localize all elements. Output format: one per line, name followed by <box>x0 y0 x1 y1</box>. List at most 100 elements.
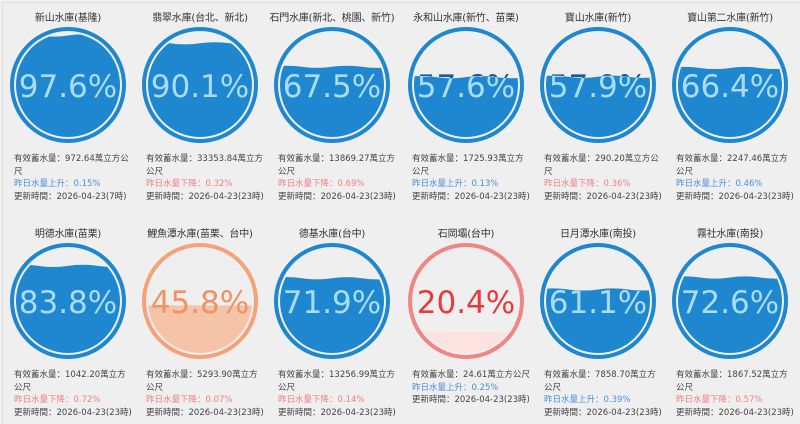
effective-capacity: 有效蓄水量：33353.84萬立方公尺 <box>146 154 264 177</box>
daily-change: 昨日水量下降：0.32% <box>146 179 233 189</box>
water-level-gauge: 71.9%71.9% <box>272 241 392 361</box>
gauge-ring <box>672 27 788 143</box>
reservoir-info: 有效蓄水量：290.20萬立方公尺昨日水量下降：0.36% 更新時間：2026-0… <box>544 153 662 203</box>
gauge-ring <box>10 27 126 143</box>
update-time: 更新時間：2026-04-23(23時) <box>412 395 530 405</box>
update-time: 更新時間：2026-04-23(23時) <box>14 407 132 418</box>
gauge-ring <box>672 243 788 359</box>
daily-change: 昨日水量下降：0.36% <box>544 179 631 189</box>
effective-capacity: 有效蓄水量：2247.46萬立方公尺 <box>676 154 788 177</box>
daily-change: 昨日水量上升：0.13% <box>412 179 499 189</box>
update-time: 更新時間：2026-04-23(23時) <box>544 191 662 202</box>
reservoir-info: 有效蓄水量：7858.70萬立方公尺昨日水量上升：0.39% 更新時間：2026-… <box>544 369 662 419</box>
percent-text-in-water: 57.6% <box>417 69 515 105</box>
update-time: 更新時間：2026-04-23(23時) <box>278 191 396 202</box>
reservoir-info: 有效蓄水量：13869.27萬立方公尺昨日水量下降：0.69% 更新時間：2026… <box>278 153 396 203</box>
gauge-ring <box>274 243 390 359</box>
gauge-ring <box>540 243 656 359</box>
effective-capacity: 有效蓄水量：13869.27萬立方公尺 <box>278 154 396 177</box>
percent-text-above: 20.4% <box>417 285 515 321</box>
water-level-gauge: 72.6%72.6% <box>670 241 790 361</box>
reservoir-name: 石岡壩(台中) <box>437 229 495 240</box>
reservoir-name: 霧社水庫(南投) <box>696 229 764 240</box>
update-time: 更新時間：2026-04-23(23時) <box>146 407 264 418</box>
effective-capacity: 有效蓄水量：13256.99萬立方公尺 <box>278 370 396 393</box>
update-time: 更新時間：2026-04-23(23時) <box>676 191 794 202</box>
percent-text-in-water: 61.1% <box>549 285 647 321</box>
percent-text-in-water: 66.4% <box>681 69 779 105</box>
daily-change: 昨日水量下降：0.57% <box>676 395 763 405</box>
gauge-ring <box>142 243 258 359</box>
water-fill <box>148 42 252 137</box>
effective-capacity: 有效蓄水量：7858.70萬立方公尺 <box>544 370 656 393</box>
gauge-ring <box>274 27 390 143</box>
water-fill <box>16 264 120 353</box>
water-level-gauge: 83.8%83.8% <box>8 241 128 361</box>
daily-change: 昨日水量下降：0.14% <box>278 395 365 405</box>
percent-text-in-water: 72.6% <box>681 285 779 321</box>
reservoir-info: 有效蓄水量：1725.93萬立方公尺昨日水量上升：0.13% 更新時間：2026-… <box>412 153 530 203</box>
water-level-gauge: 61.1%61.1% <box>538 241 658 361</box>
gauge-ring <box>540 27 656 143</box>
water-level-gauge: 90.1%90.1% <box>140 25 260 145</box>
effective-capacity: 有效蓄水量：972.64萬立方公尺 <box>14 154 129 177</box>
update-time: 更新時間：2026-04-23(7時) <box>14 191 127 202</box>
percent-text-in-water: 71.9% <box>283 285 381 321</box>
water-level-gauge: 45.8% 45.8% <box>140 241 260 361</box>
water-level-gauge: 66.4%66.4% <box>670 25 790 145</box>
percent-text-in-water: 97.6% <box>19 69 117 105</box>
reservoir-info: 有效蓄水量：13256.99萬立方公尺昨日水量下降：0.14% 更新時間：2026… <box>278 369 396 419</box>
update-time: 更新時間：2026-04-23(23時) <box>544 407 662 418</box>
reservoir-name: 寶山第二水庫(新竹) <box>687 13 773 24</box>
effective-capacity: 有效蓄水量：5293.90萬立方公尺 <box>146 370 258 393</box>
effective-capacity: 有效蓄水量：290.20萬立方公尺 <box>544 154 659 177</box>
reservoir-info: 有效蓄水量：2247.46萬立方公尺昨日水量上升：0.46% 更新時間：2026-… <box>676 153 794 203</box>
water-fill <box>280 277 384 353</box>
daily-change: 昨日水量上升：0.46% <box>676 179 763 189</box>
reservoir-name: 德基水庫(台中) <box>298 229 366 240</box>
reservoir-name: 鯉魚潭水庫(苗栗、台中) <box>147 229 253 240</box>
reservoir-name: 日月潭水庫(南投) <box>559 229 636 240</box>
effective-capacity: 有效蓄水量：24.61萬立方公尺 <box>412 370 530 380</box>
percent-text-in-water: 83.8% <box>19 285 117 321</box>
water-level-gauge: 57.6%57.6% <box>406 25 526 145</box>
water-fill <box>678 66 782 137</box>
water-level-gauge: 67.5%67.5% <box>272 25 392 145</box>
update-time: 更新時間：2026-04-23(23時) <box>146 191 264 202</box>
reservoir-info: 有效蓄水量：1867.52萬立方公尺 昨日水量下降：0.57% 更新時間：2026-… <box>676 369 794 419</box>
reservoir-info: 有效蓄水量：33353.84萬立方公尺昨日水量下降：0.32% 更新時間：2026… <box>146 153 264 203</box>
update-time: 更新時間：2026-04-23(23時) <box>278 407 396 418</box>
water-fill <box>414 331 518 353</box>
daily-change: 昨日水量下降：0.07% <box>146 395 233 405</box>
reservoir-name: 石門水庫(新北、桃園、新竹) <box>269 13 395 24</box>
update-time: 更新時間：2026-04-23(23時) <box>412 191 530 202</box>
reservoir-name: 明德水庫(苗栗) <box>34 229 102 240</box>
reservoir-name: 翡翠水庫(台北、新北) <box>152 13 248 24</box>
water-level-gauge: 20.4% 20.4% <box>406 241 526 361</box>
daily-change: 昨日水量下降：0.69% <box>278 179 365 189</box>
effective-capacity: 有效蓄水量：1725.93萬立方公尺 <box>412 154 524 177</box>
daily-change: 昨日水量下降：0.72% <box>14 395 101 405</box>
reservoir-name: 新山水庫(基隆) <box>34 13 102 24</box>
gauge-ring <box>408 27 524 143</box>
water-level-gauge: 97.6%97.6% <box>8 25 128 145</box>
water-fill <box>546 288 650 353</box>
reservoir-info: 有效蓄水量：972.64萬立方公尺昨日水量上升：0.15% 更新時間：2026-0… <box>14 153 132 203</box>
gauge-ring <box>408 243 524 359</box>
gauge-ring <box>10 243 126 359</box>
daily-change: 昨日水量上升：0.15% <box>14 179 101 189</box>
reservoir-name: 永和山水庫(新竹、苗栗) <box>413 13 519 24</box>
effective-capacity: 有效蓄水量：1867.52萬立方公尺 <box>676 370 788 393</box>
daily-change: 昨日水量上升：0.39% <box>544 395 631 405</box>
reservoir-info: 有效蓄水量：24.61萬立方公尺 昨日水量上升：0.25% 更新時間：2026-04… <box>412 369 530 407</box>
reservoir-info: 有效蓄水量：1042.20萬立方公尺昨日水量下降：0.72% 更新時間：2026-… <box>14 369 132 419</box>
water-fill <box>280 65 384 137</box>
percent-text-in-water: 57.9% <box>549 69 647 105</box>
gauge-ring <box>142 27 258 143</box>
water-fill <box>16 34 120 137</box>
percent-text-in-water: 67.5% <box>283 69 381 105</box>
effective-capacity: 有效蓄水量：1042.20萬立方公尺 <box>14 370 126 393</box>
reservoir-name: 寶山水庫(新竹) <box>564 13 632 24</box>
